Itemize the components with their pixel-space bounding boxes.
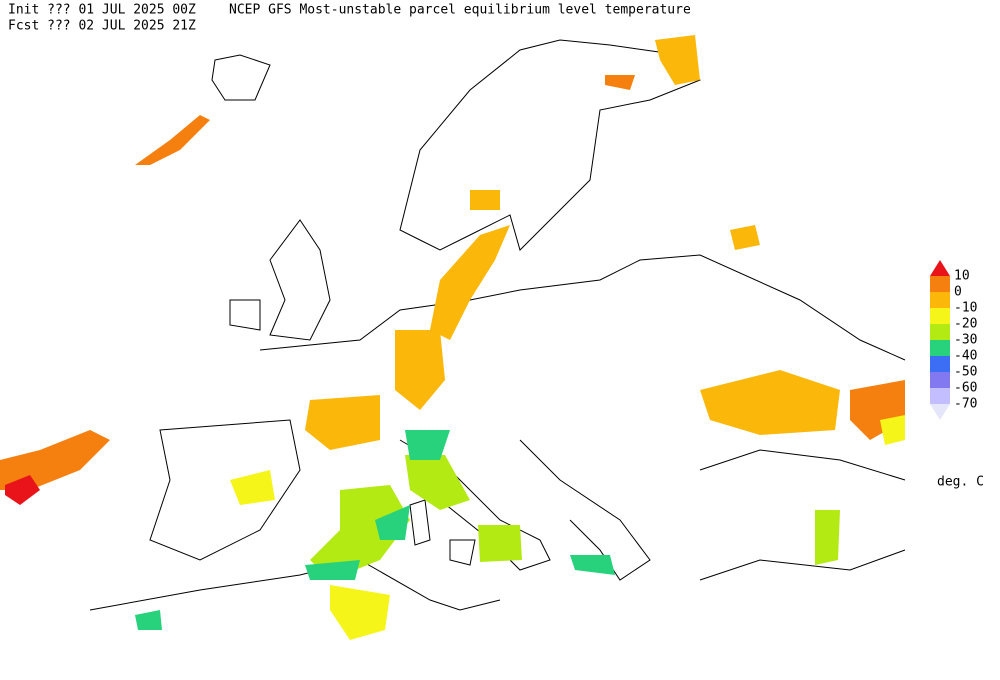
- legend-swatch: [930, 372, 950, 388]
- legend-level-label: -10: [954, 301, 977, 316]
- legend-swatch: [930, 276, 950, 292]
- legend-unit: deg. C: [937, 475, 984, 490]
- ucape-patches: [0, 35, 905, 640]
- legend-level-label: -70: [954, 397, 977, 412]
- legend: 100-10-20-30-40-50-60-70: [930, 260, 977, 420]
- legend-swatch: [930, 340, 950, 356]
- legend-arrow-bottom: [930, 404, 950, 420]
- legend-level-label: -50: [954, 365, 977, 380]
- legend-level-label: 0: [954, 285, 962, 300]
- legend-level-label: 10: [954, 269, 970, 284]
- legend-level-label: -20: [954, 317, 977, 332]
- legend-arrow-top: [930, 260, 950, 276]
- legend-swatch: [930, 324, 950, 340]
- legend-swatch: [930, 292, 950, 308]
- map-title: NCEP GFS Most-unstable parcel equilibriu…: [229, 3, 691, 18]
- legend-swatch: [930, 356, 950, 372]
- legend-level-label: -40: [954, 349, 977, 364]
- legend-swatch: [930, 308, 950, 324]
- init-label: Init ??? 01 JUL 2025 00Z: [8, 3, 196, 18]
- fcst-label: Fcst ??? 02 JUL 2025 21Z: [8, 19, 196, 34]
- legend-level-label: -30: [954, 333, 977, 348]
- coastlines: [89, 39, 906, 611]
- legend-level-label: -60: [954, 381, 977, 396]
- legend-swatch: [930, 388, 950, 404]
